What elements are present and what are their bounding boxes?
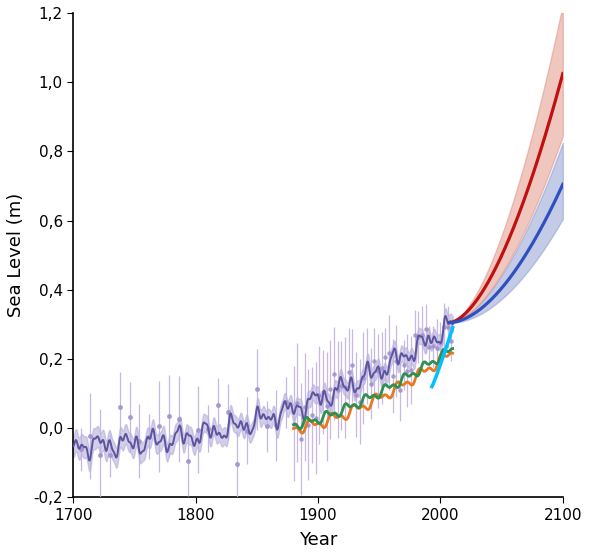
X-axis label: Year: Year xyxy=(299,531,337,549)
Y-axis label: Sea Level (m): Sea Level (m) xyxy=(7,193,25,317)
